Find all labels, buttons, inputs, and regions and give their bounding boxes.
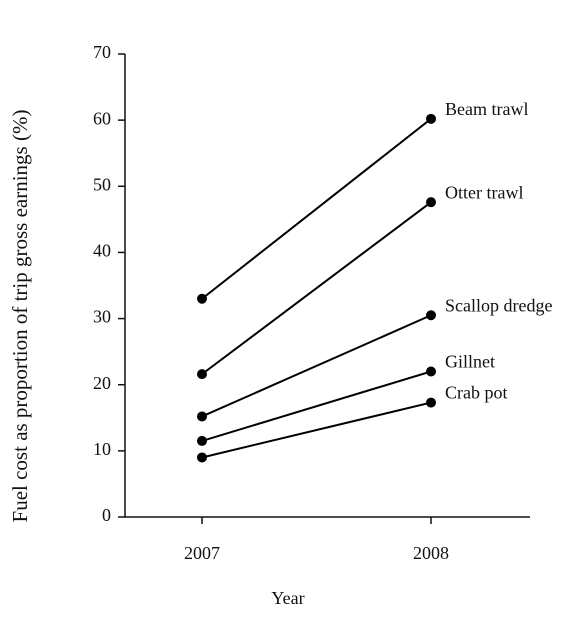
- point: [197, 293, 207, 304]
- y-tick-label: 30: [93, 307, 111, 327]
- y-tick-label: 70: [93, 42, 111, 62]
- x-axis-label: Year: [271, 588, 304, 608]
- point: [197, 435, 207, 446]
- point: [426, 397, 436, 408]
- x-tick-label: 2007: [184, 543, 220, 563]
- point: [197, 369, 207, 380]
- y-tick-label: 0: [102, 505, 111, 525]
- series-label: Beam trawl: [445, 99, 528, 119]
- series-line: [201, 314, 432, 418]
- y-tick-label: 50: [93, 174, 111, 194]
- point: [197, 411, 207, 422]
- point: [426, 197, 436, 208]
- series-line: [201, 201, 432, 375]
- point: [426, 366, 436, 377]
- y-axis-label: Fuel cost as proportion of trip gross ea…: [8, 110, 32, 523]
- y-tick-label: 60: [93, 108, 111, 128]
- point: [426, 113, 436, 124]
- y-tick-label: 40: [93, 241, 111, 261]
- point: [426, 310, 436, 321]
- point: [197, 452, 207, 463]
- series-line: [201, 118, 432, 300]
- series-label: Otter trawl: [445, 182, 523, 202]
- x-tick-label: 2008: [413, 543, 449, 563]
- series-line: [201, 401, 432, 459]
- series-label: Gillnet: [445, 352, 495, 372]
- series-label: Scallop dredge: [445, 295, 552, 315]
- y-tick-label: 10: [93, 439, 111, 459]
- series-label: Crab pot: [445, 383, 508, 403]
- series-line: [201, 370, 432, 442]
- y-tick-label: 20: [93, 373, 111, 393]
